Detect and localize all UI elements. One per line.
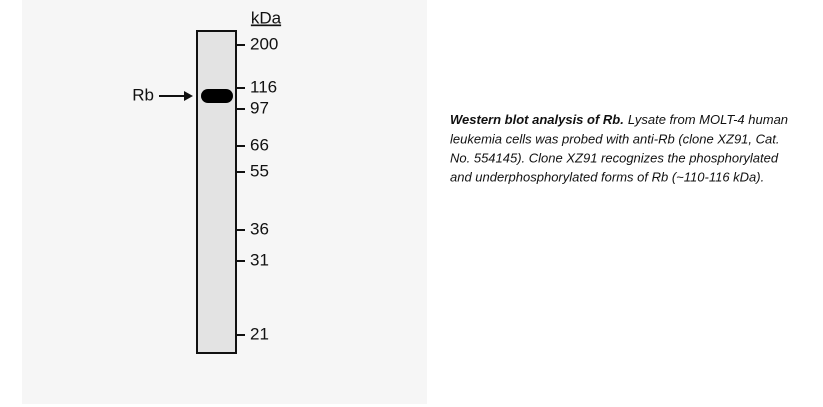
marker-label: 21 bbox=[250, 324, 269, 343]
marker-label: 116 bbox=[250, 77, 277, 96]
marker-label: 36 bbox=[250, 219, 269, 238]
caption-line: No. 554145). Clone XZ91 recognizes the p… bbox=[450, 150, 779, 165]
marker-label: 200 bbox=[250, 34, 278, 53]
marker-label: 55 bbox=[250, 161, 269, 180]
markers: 200 116 97 66 55 36 31 21 bbox=[236, 34, 278, 343]
marker-label: 97 bbox=[250, 98, 269, 117]
unit-label: kDa bbox=[251, 8, 282, 27]
marker-label: 31 bbox=[250, 250, 269, 269]
caption-line: leukemia cells was probed with anti-Rb (… bbox=[450, 131, 779, 146]
caption-title: Western blot analysis of Rb. bbox=[450, 112, 624, 127]
band-label: Rb bbox=[132, 85, 154, 104]
lane bbox=[196, 30, 237, 354]
caption-line: Western blot analysis of Rb. Lysate from … bbox=[450, 112, 788, 127]
marker-label: 66 bbox=[250, 135, 269, 154]
caption-text: Lysate from MOLT-4 human bbox=[628, 112, 788, 127]
arrow-head bbox=[184, 91, 193, 101]
band bbox=[201, 89, 233, 103]
caption-line: and underphosphorylated forms of Rb (~11… bbox=[450, 169, 764, 184]
